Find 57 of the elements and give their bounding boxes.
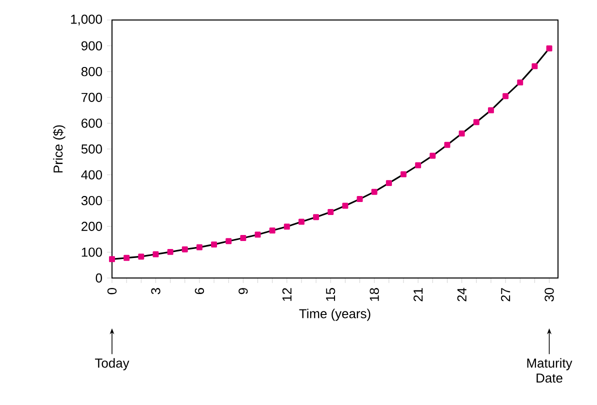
point xyxy=(328,208,334,215)
x-tick-label: 3 xyxy=(151,288,160,294)
point xyxy=(240,235,246,242)
point xyxy=(298,218,304,225)
point xyxy=(284,224,290,230)
point xyxy=(196,244,202,250)
point xyxy=(226,238,232,244)
point xyxy=(167,248,174,255)
y-tick-label: 500 xyxy=(81,144,102,154)
y-tick-label: 200 xyxy=(82,222,102,231)
point xyxy=(532,63,538,70)
text: Maturity Date xyxy=(527,358,572,383)
x-tick-label: 6 xyxy=(194,288,204,294)
point xyxy=(444,142,450,148)
x-axis-title: Time (years) xyxy=(299,308,370,321)
point xyxy=(138,254,144,260)
point xyxy=(356,196,363,202)
point xyxy=(313,214,320,220)
y-tick-label: 800 xyxy=(81,67,102,76)
y-axis-title: Price ($) xyxy=(52,125,66,172)
y-tick-label: 700 xyxy=(82,92,102,102)
y-tick-label: 0 xyxy=(96,273,102,283)
y-tick-label: 600 xyxy=(82,118,102,128)
y-tick-label: 900 xyxy=(82,41,102,50)
point xyxy=(386,180,392,186)
x-tick-label: 18 xyxy=(370,288,379,301)
point xyxy=(269,228,276,234)
x-tick-label: 12 xyxy=(282,288,292,301)
point xyxy=(371,188,378,195)
point xyxy=(546,45,552,52)
point xyxy=(342,202,348,209)
point xyxy=(415,162,422,168)
x-tick-label: 24 xyxy=(457,288,466,302)
point xyxy=(152,251,159,258)
y-tick-label: 100 xyxy=(82,248,102,257)
point xyxy=(488,107,494,114)
point xyxy=(124,254,130,261)
x-tick-label: 0 xyxy=(107,288,117,294)
text: Today xyxy=(95,358,130,370)
y-tick-label: 1,000 xyxy=(71,14,102,26)
point xyxy=(254,232,261,238)
point xyxy=(400,171,406,178)
point xyxy=(211,241,218,248)
x-tick-label: 30 xyxy=(544,288,554,302)
x-tick-label: 15 xyxy=(326,288,336,301)
point xyxy=(502,93,509,100)
point xyxy=(517,79,524,86)
point xyxy=(473,119,480,126)
x-tick-label: 27 xyxy=(501,288,510,302)
y-tick-label: 300 xyxy=(81,196,102,206)
point xyxy=(430,152,436,159)
point xyxy=(182,246,188,252)
point xyxy=(458,130,465,137)
x-tick-label: 21 xyxy=(414,288,423,302)
x-tick-label: 9 xyxy=(238,288,248,294)
point xyxy=(109,256,115,262)
y-tick-label: 400 xyxy=(81,170,102,180)
